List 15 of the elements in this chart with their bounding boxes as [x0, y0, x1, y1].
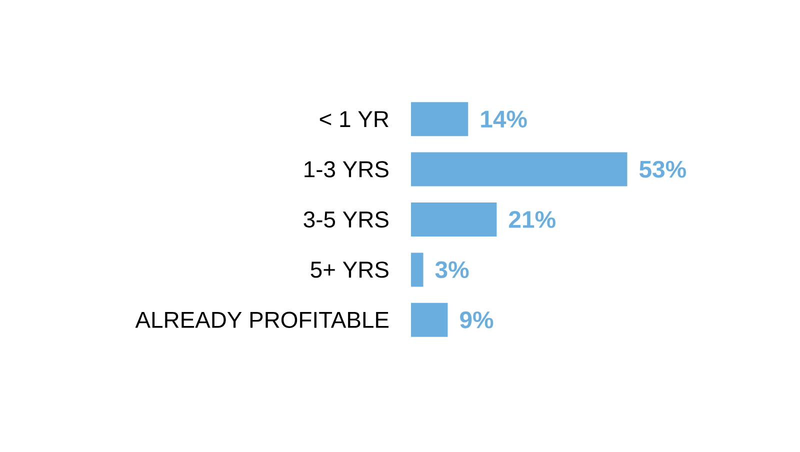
y-tick-label: < 1 YR [320, 111, 388, 127]
bar [411, 202, 497, 236]
y-tick-label: ALREADY PROFITABLE [135, 312, 389, 328]
y-tick-label: 5+ YRS [310, 262, 388, 278]
y-tick-label: 1-3 YRS [304, 161, 388, 178]
bar [411, 302, 448, 337]
bar [411, 252, 424, 287]
data-label: 14% [481, 110, 527, 128]
data-label: 3% [435, 261, 469, 278]
data-label: 9% [460, 311, 494, 328]
data-label: 53% [639, 160, 686, 178]
bar [411, 152, 628, 186]
y-tick-label: 3-5 YRS [304, 211, 388, 228]
bar [411, 102, 468, 136]
data-label: 21% [509, 211, 556, 228]
